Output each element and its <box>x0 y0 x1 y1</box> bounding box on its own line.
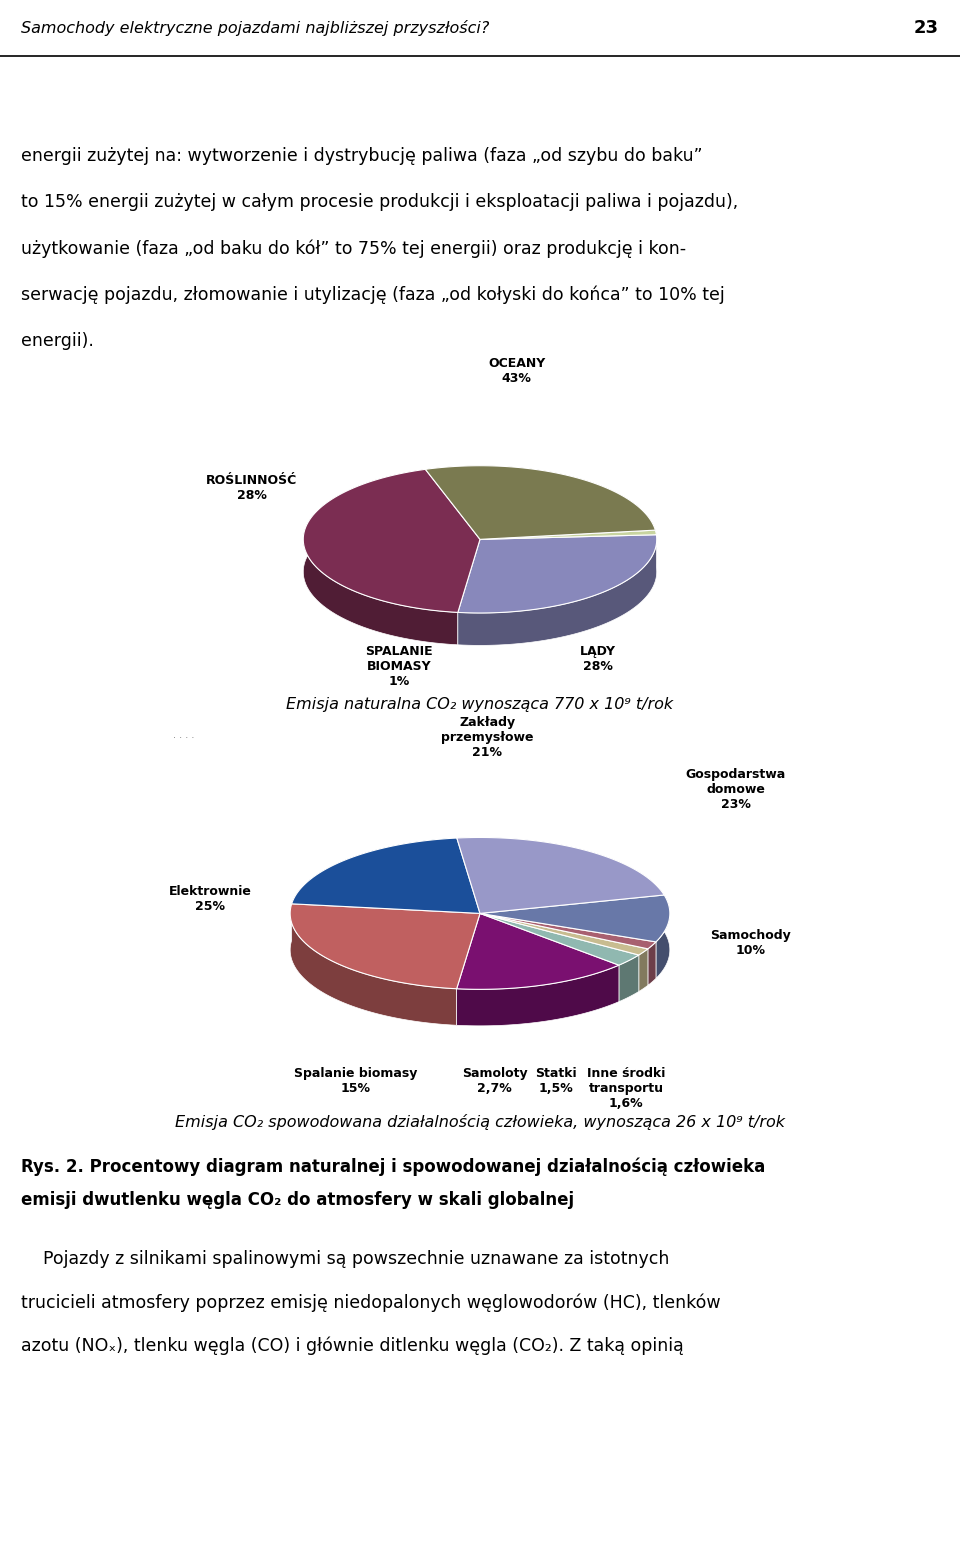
Text: SPALANIE
BIOMASY
1%: SPALANIE BIOMASY 1% <box>365 645 433 688</box>
Polygon shape <box>480 913 656 949</box>
Text: energii zużytej na: wytworzenie i dystrybucję paliwa (faza „od szybu do baku”: energii zużytej na: wytworzenie i dystry… <box>21 147 703 165</box>
Text: użytkowanie (faza „od baku do kół” to 75% tej energii) oraz produkcję i kon-: użytkowanie (faza „od baku do kół” to 75… <box>21 239 686 258</box>
Polygon shape <box>457 966 619 1026</box>
Polygon shape <box>425 466 656 563</box>
Text: ROŚLINNOŚĆ
28%: ROŚLINNOŚĆ 28% <box>206 474 298 501</box>
Text: trucicieli atmosfery poprzez emisję niedopalonych węglowodorów (HC), tlenków: trucicieli atmosfery poprzez emisję nied… <box>21 1293 721 1312</box>
Polygon shape <box>303 469 480 613</box>
Polygon shape <box>290 904 480 989</box>
Polygon shape <box>656 895 670 978</box>
Polygon shape <box>303 469 458 645</box>
Text: Gospodarstwa
domowe
23%: Gospodarstwa domowe 23% <box>685 768 785 810</box>
Polygon shape <box>656 531 657 568</box>
Text: Pojazdy z silnikami spalinowymi są powszechnie uznawane za istotnych: Pojazdy z silnikami spalinowymi są powsz… <box>21 1250 669 1268</box>
Polygon shape <box>425 466 656 540</box>
Text: Samochody elektryczne pojazdami najbliższej przyszłości?: Samochody elektryczne pojazdami najbliżs… <box>21 20 490 35</box>
Polygon shape <box>290 904 457 1025</box>
Polygon shape <box>292 838 480 913</box>
Polygon shape <box>457 913 619 989</box>
Text: LĄDY
28%: LĄDY 28% <box>580 645 615 673</box>
Text: serwację pojazdu, złomowanie i utylizację (faza „od kołyski do końca” to 10% tej: serwację pojazdu, złomowanie i utylizacj… <box>21 285 725 304</box>
Text: to 15% energii zużytej w całym procesie produkcji i eksploatacji paliwa i pojazd: to 15% energii zużytej w całym procesie … <box>21 193 738 211</box>
Polygon shape <box>480 913 638 966</box>
Polygon shape <box>292 838 457 940</box>
Text: energii).: energii). <box>21 332 94 350</box>
Text: Inne środki
transportu
1,6%: Inne środki transportu 1,6% <box>587 1066 665 1109</box>
Polygon shape <box>480 531 657 540</box>
Text: Spalanie biomasy
15%: Spalanie biomasy 15% <box>294 1066 418 1094</box>
Text: OCEANY
43%: OCEANY 43% <box>489 356 545 384</box>
Polygon shape <box>458 535 657 645</box>
Text: Emisja naturalna CO₂ wynosząca 770 x 10⁹ t/rok: Emisja naturalna CO₂ wynosząca 770 x 10⁹… <box>286 697 674 713</box>
Polygon shape <box>648 941 656 986</box>
Text: · · · ·: · · · · <box>174 733 195 744</box>
Polygon shape <box>457 838 664 932</box>
Polygon shape <box>638 949 648 992</box>
Polygon shape <box>457 838 664 913</box>
Text: Elektrownie
25%: Elektrownie 25% <box>168 884 252 913</box>
Text: Statki
1,5%: Statki 1,5% <box>535 1066 577 1094</box>
Polygon shape <box>480 895 670 941</box>
Text: azotu (NOₓ), tlenku węgla (CO) i głównie ditlenku węgla (CO₂). Z taką opinią: azotu (NOₓ), tlenku węgla (CO) i głównie… <box>21 1336 684 1355</box>
Polygon shape <box>480 913 648 955</box>
Text: Samochody
10%: Samochody 10% <box>709 929 790 957</box>
Polygon shape <box>619 955 638 1001</box>
Text: 23: 23 <box>914 19 939 37</box>
Text: Zakłady
przemysłowe
21%: Zakłady przemysłowe 21% <box>441 716 534 759</box>
Polygon shape <box>458 535 657 613</box>
Text: Samoloty
2,7%: Samoloty 2,7% <box>462 1066 527 1094</box>
Text: Emisja CO₂ spowodowana działalnością człowieka, wynosząca 26 x 10⁹ t/rok: Emisja CO₂ spowodowana działalnością czł… <box>175 1114 785 1129</box>
Text: Rys. 2. Procentowy diagram naturalnej i spowodowanej działalnością człowieka: Rys. 2. Procentowy diagram naturalnej i … <box>21 1157 765 1176</box>
Text: emisji dwutlenku węgla CO₂ do atmosfery w skali globalnej: emisji dwutlenku węgla CO₂ do atmosfery … <box>21 1191 574 1210</box>
